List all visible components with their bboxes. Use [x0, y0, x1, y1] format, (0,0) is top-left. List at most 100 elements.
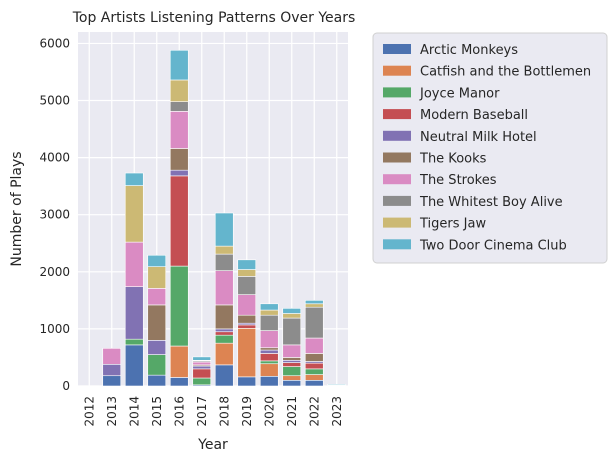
- bar-segment: [282, 379, 302, 387]
- bar-segment: [282, 308, 302, 314]
- bar-segment: [282, 344, 302, 358]
- y-tick-label: 6000: [39, 36, 70, 50]
- legend-entry: The Whitest Boy Alive: [419, 195, 563, 210]
- bar-segment: [214, 245, 234, 255]
- plot-area: [78, 32, 348, 386]
- x-tick-label: 2019: [240, 396, 254, 427]
- y-axis-ticks: 0 1000 2000 3000 4000 5000 6000: [39, 36, 70, 393]
- bar-segment: [259, 363, 279, 377]
- x-tick-label: 2022: [307, 396, 321, 427]
- legend: Arctic Monkeys Catfish and the Bottlemen J…: [372, 32, 608, 264]
- x-tick-label: 2013: [105, 396, 119, 427]
- bar-segment: [147, 254, 167, 267]
- bar-segment: [237, 328, 257, 378]
- x-tick-label: 2020: [262, 396, 276, 427]
- bar-segment: [259, 303, 279, 311]
- legend-swatch: [383, 109, 411, 120]
- bar-segment: [214, 253, 234, 271]
- bar-segment: [124, 185, 144, 243]
- x-tick-label: 2015: [150, 396, 164, 427]
- x-axis-label: Year: [197, 437, 228, 453]
- bar-segment: [304, 368, 324, 375]
- bar-segment: [169, 345, 189, 378]
- legend-swatch: [383, 174, 411, 185]
- bar-segment: [124, 172, 144, 186]
- bar-segment: [259, 349, 279, 354]
- legend-swatch: [383, 195, 411, 206]
- bar-segment: [237, 269, 257, 277]
- bar-segment: [259, 347, 279, 351]
- bar-segment: [147, 288, 167, 306]
- bar-segment: [259, 309, 279, 316]
- bar-segment: [214, 270, 234, 306]
- bar-segment: [304, 303, 324, 308]
- y-tick-label: 1000: [39, 322, 70, 336]
- bar-segment: [102, 348, 122, 365]
- bar-segment: [304, 374, 324, 381]
- legend-swatch: [383, 239, 411, 250]
- legend-entry: The Strokes: [419, 173, 497, 188]
- bar-segment: [192, 356, 212, 361]
- legend-entry: The Kooks: [419, 152, 487, 167]
- bar-segment: [282, 362, 302, 367]
- bar-segment: [214, 342, 234, 366]
- bar-segment: [147, 354, 167, 376]
- legend-entry: Two Door Cinema Club: [419, 238, 567, 253]
- bar-segment: [214, 331, 234, 336]
- bar-segment: [102, 364, 122, 377]
- bar-segment: [214, 212, 234, 247]
- x-tick-label: 2012: [82, 396, 96, 427]
- bar-segment: [282, 360, 302, 363]
- bar-segment: [304, 306, 324, 339]
- bar-segment: [259, 314, 279, 331]
- y-tick-label: 0: [62, 379, 70, 393]
- bar-segment: [304, 300, 324, 305]
- legend-swatch: [383, 65, 411, 76]
- bar-segment: [259, 375, 279, 387]
- bars: [79, 49, 347, 387]
- bar-segment: [282, 313, 302, 319]
- bar-segment: [147, 304, 167, 341]
- bar-segment: [169, 175, 189, 267]
- bar-segment: [192, 377, 212, 386]
- bar-segment: [214, 334, 234, 344]
- x-tick-label: 2018: [217, 396, 231, 427]
- bar-segment: [259, 330, 279, 349]
- legend-entry: Arctic Monkeys: [420, 43, 518, 58]
- bar-segment: [214, 364, 234, 387]
- chart-title: Top Artists Listening Patterns Over Year…: [72, 10, 356, 26]
- bar-segment: [169, 101, 189, 112]
- legend-box: [372, 32, 608, 264]
- bar-segment: [237, 294, 257, 316]
- bar-segment: [237, 324, 257, 329]
- bar-segment: [237, 314, 257, 324]
- y-axis-label: Number of Plays: [9, 151, 25, 266]
- bar-segment: [282, 317, 302, 346]
- bar-segment: [124, 286, 144, 340]
- bar-segment: [169, 265, 189, 347]
- bar-segment: [304, 353, 324, 362]
- bar-segment: [147, 374, 167, 387]
- x-tick-label: 2021: [285, 396, 299, 427]
- bar-segment: [79, 385, 99, 387]
- legend-entry: Joyce Manor: [419, 86, 500, 101]
- y-tick-label: 5000: [39, 94, 70, 108]
- bar-segment: [214, 328, 234, 333]
- legend-swatch: [383, 217, 411, 228]
- x-tick-label: 2014: [127, 396, 141, 427]
- bar-segment: [259, 360, 279, 365]
- bar-segment: [124, 338, 144, 346]
- legend-entry: Catfish and the Bottlemen: [420, 65, 591, 80]
- x-tick-label: 2017: [195, 396, 209, 427]
- bar-segment: [192, 361, 212, 366]
- legend-swatch: [383, 152, 411, 163]
- bar-segment: [147, 340, 167, 355]
- x-axis-ticks: 2012 2013 2014 2015 2016 2017 2018 2019 2020 2021…: [82, 396, 344, 427]
- bar-segment: [282, 357, 302, 361]
- bar-segment: [192, 368, 212, 379]
- bar-segment: [304, 337, 324, 354]
- bar-segment: [192, 365, 212, 370]
- bar-segment: [282, 366, 302, 377]
- bar-segment: [169, 169, 189, 177]
- legend-entry: Neutral Milk Hotel: [420, 130, 537, 145]
